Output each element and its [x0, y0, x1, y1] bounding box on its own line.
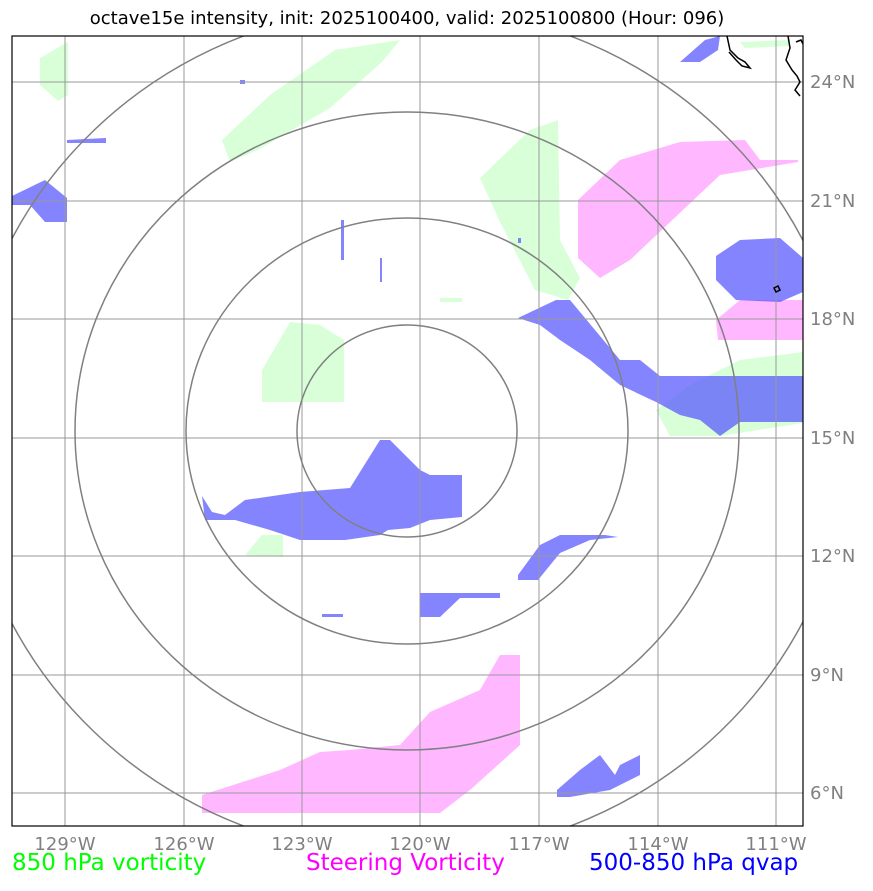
- lon-tick-label: 123°W: [271, 834, 332, 855]
- lon-tick-label: 120°W: [389, 834, 450, 855]
- lat-tick-label: 24°N: [810, 72, 855, 93]
- lon-tick-labels: 129°W 126°W 123°W 120°W 117°W 114°W 111°…: [34, 834, 806, 855]
- lat-tick-label: 6°N: [810, 783, 844, 804]
- lat-tick-label: 18°N: [810, 309, 855, 330]
- graticule: [12, 36, 803, 826]
- coastline: [726, 36, 803, 294]
- qvap-field: [12, 36, 803, 797]
- range-rings: [12, 36, 803, 826]
- lon-tick-label: 117°W: [508, 834, 569, 855]
- range-ring-1: [296, 324, 518, 538]
- lat-tick-label: 21°N: [810, 191, 855, 212]
- lon-tick-label: 111°W: [745, 834, 806, 855]
- lat-tick-label: 15°N: [810, 428, 855, 449]
- lat-tick-labels: 24°N 21°N 18°N 15°N 12°N 9°N 6°N: [810, 72, 855, 804]
- legend-850-vorticity: 850 hPa vorticity: [12, 850, 207, 876]
- range-ring-3: [74, 111, 740, 751]
- lon-tick-label: 114°W: [627, 834, 688, 855]
- legend-qvap: 500-850 hPa qvap: [589, 850, 799, 876]
- plot-title: octave15e intensity, init: 2025100400, v…: [89, 8, 725, 29]
- map-frame: [11, 35, 804, 827]
- lat-tick-label: 9°N: [810, 665, 844, 686]
- lat-tick-label: 12°N: [810, 546, 855, 567]
- lon-tick-label: 126°W: [153, 834, 214, 855]
- lon-tick-label: 129°W: [34, 834, 95, 855]
- legend-steering-vorticity: Steering Vorticity: [306, 850, 505, 876]
- steering-vorticity-field: [202, 140, 803, 813]
- range-ring-2: [185, 217, 629, 645]
